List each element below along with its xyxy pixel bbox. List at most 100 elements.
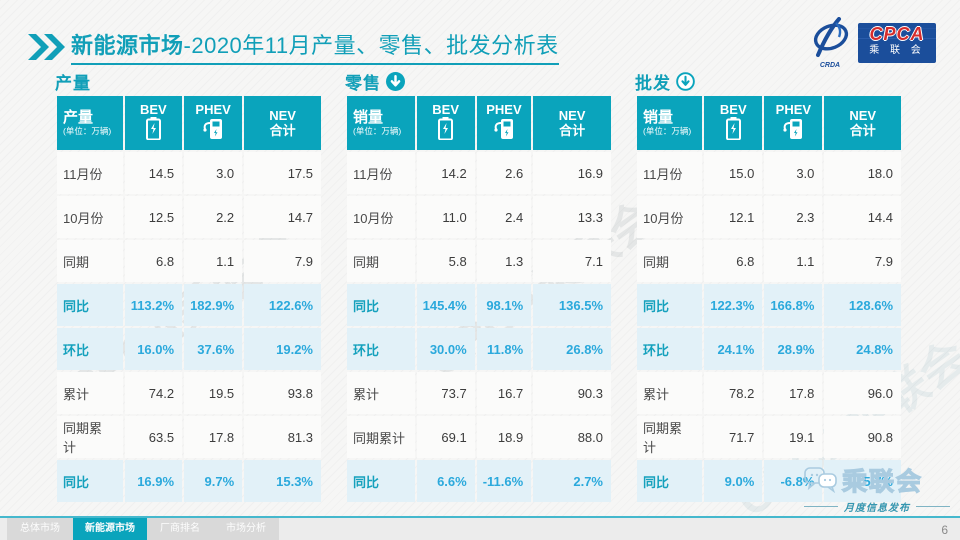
cell-phev: 19.1 [764,416,823,458]
cell-bev: 6.8 [704,240,763,282]
table-corner-header: 销量 (单位：万辆) [637,96,703,150]
cell-nev: 7.9 [824,240,901,282]
col-header-nev: NEV 合计 [533,96,611,150]
footer-tab-1[interactable]: 总体市场 [7,518,73,540]
row-label: 同比 [57,284,123,326]
unit-note: (单位：万辆) [643,126,692,136]
cpca-logo-box: CPCA 乘 联 会 [858,23,936,63]
table-row: 同比 145.4% 98.1% 136.5% [347,284,611,326]
battery-icon [145,116,161,140]
cell-phev: 3.0 [764,152,823,194]
cell-nev: 26.8% [533,328,611,370]
table-row: 同比 113.2% 182.9% 122.6% [57,284,321,326]
cell-nev: 17.5 [244,152,321,194]
row-label: 同比 [347,284,415,326]
cell-phev: 16.7 [476,372,532,414]
cell-bev: 5.8 [416,240,475,282]
cell-bev: 6.6% [416,460,475,502]
unit-note: (单位：万辆) [353,126,402,136]
cell-nev: 5.7% [824,460,901,502]
col-header-bev: BEV [124,96,183,150]
crda-label: CRDA [819,62,841,69]
down-arrow-filled-icon [386,71,405,91]
table-row: 同期累计 71.7 19.1 90.8 [637,416,901,458]
cell-bev: 71.7 [704,416,763,458]
cell-bev: 16.0% [124,328,183,370]
cell-nev: 90.8 [824,416,901,458]
row-label: 同期累计 [57,416,123,458]
row-label: 同比 [57,460,123,502]
page-title-prefix: 新能源市场 [71,33,184,58]
col-header-bev: BEV [704,96,763,150]
cell-phev: 1.3 [476,240,532,282]
cell-nev: 128.6% [824,284,901,326]
footer-divider [0,516,960,518]
cell-phev: -6.8% [764,460,823,502]
cell-phev: 11.8% [476,328,532,370]
table-corner-header: 产量 (单位：万辆) [57,96,123,150]
charger-icon [203,118,223,139]
footer-tab-2[interactable]: 新能源市场 [73,518,147,540]
battery-icon [438,116,454,140]
table-row: 10月份 12.5 2.2 14.7 [57,196,321,238]
table-row: 累计 78.2 17.8 96.0 [637,372,901,414]
charger-icon [494,118,513,139]
row-label: 累计 [637,372,703,414]
retail-table: 销量 (单位：万辆) BEV PHEV NEV 合计 11月份 14.2 2.6 16… [345,94,613,504]
table-row: 环比 30.0% 11.8% 26.8% [347,328,611,370]
row-label: 同期 [637,240,703,282]
cell-bev: 11.0 [416,196,475,238]
table-row: 同期累计 69.1 18.9 88.0 [347,416,611,458]
row-label: 10月份 [57,196,123,238]
table-row: 11月份 14.5 3.0 17.5 [57,152,321,194]
cell-bev: 69.1 [416,416,475,458]
wechat-caption: 月度信息发布 [844,503,910,514]
cell-phev: -11.6% [476,460,532,502]
cell-phev: 17.8 [184,416,243,458]
charger-icon [783,118,803,139]
cpca-label: CPCA [869,24,925,44]
cell-nev: 7.9 [244,240,321,282]
cpca-logo: CRDA CPCA 乘 联 会 [806,17,936,69]
cell-nev: 19.2% [244,328,321,370]
cell-nev: 2.7% [533,460,611,502]
row-label: 同期 [57,240,123,282]
cell-phev: 1.1 [184,240,243,282]
row-label: 11月份 [57,152,123,194]
table-row: 同比 122.3% 166.8% 128.6% [637,284,901,326]
col-header-bev: BEV [416,96,475,150]
table-row: 同比 9.0% -6.8% 5.7% [637,460,901,502]
cell-bev: 113.2% [124,284,183,326]
cell-nev: 13.3 [533,196,611,238]
row-label: 10月份 [637,196,703,238]
table-row: 环比 16.0% 37.6% 19.2% [57,328,321,370]
unit-note: (单位：万辆) [63,126,112,136]
col-header-nev: NEV 合计 [244,96,321,150]
row-label: 同比 [637,460,703,502]
first-col-label: 销量 [353,109,384,126]
cell-bev: 74.2 [124,372,183,414]
row-label: 环比 [347,328,415,370]
row-label: 同比 [637,284,703,326]
cell-nev: 81.3 [244,416,321,458]
cell-bev: 12.5 [124,196,183,238]
cell-nev: 136.5% [533,284,611,326]
cell-phev: 1.1 [764,240,823,282]
page-title-rest: -2020年11月产量、零售、批发分析表 [183,33,559,58]
footer-tab-3[interactable]: 厂商排名 [147,518,213,540]
first-col-label: 产量 [63,109,94,126]
cell-bev: 6.8 [124,240,183,282]
row-label: 10月份 [347,196,415,238]
cell-bev: 16.9% [124,460,183,502]
cell-nev: 18.0 [824,152,901,194]
footer-tab-4[interactable]: 市场分析 [213,518,279,540]
cell-nev: 14.4 [824,196,901,238]
battery-icon [725,116,741,140]
table-row: 10月份 12.1 2.3 14.4 [637,196,901,238]
cell-nev: 16.9 [533,152,611,194]
table-row: 同比 6.6% -11.6% 2.7% [347,460,611,502]
table-row: 累计 73.7 16.7 90.3 [347,372,611,414]
footer-tab-bar: 总体市场 新能源市场 厂商排名 市场分析 [0,518,960,540]
wholesale-table: 销量 (单位：万辆) BEV PHEV NEV 合计 11月份 15.0 3.0 18… [635,94,903,504]
row-label: 累计 [57,372,123,414]
